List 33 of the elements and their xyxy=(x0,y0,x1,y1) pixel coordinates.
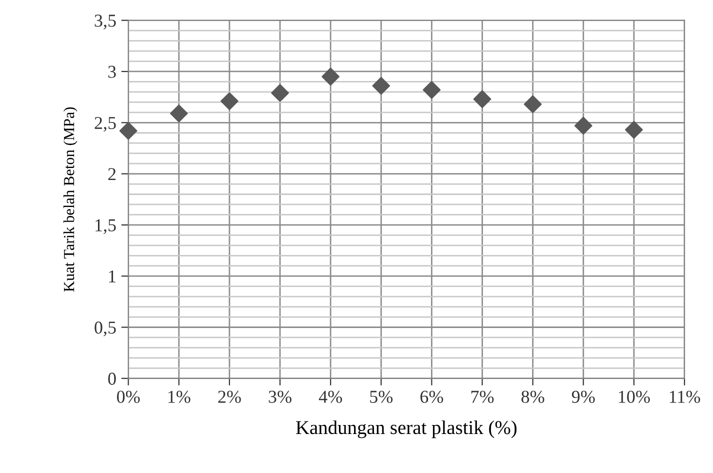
x-tick-label: 4% xyxy=(318,390,342,403)
point xyxy=(322,68,340,86)
x-tick-label: 8% xyxy=(521,390,544,403)
point xyxy=(372,76,390,95)
point xyxy=(119,122,138,140)
x-tick-label: 6% xyxy=(420,390,444,403)
y-axis-title: Kuat Tarik belah Beton (MPa) xyxy=(63,107,78,292)
point xyxy=(524,95,542,114)
x-axis-title: Kandungan serat plastik (%) xyxy=(296,420,517,438)
y-tick-label: 1,5 xyxy=(96,219,116,234)
y-tick-label: 1 xyxy=(109,270,116,282)
x-tick-label: 11% xyxy=(670,390,700,403)
y-tick-label: 2 xyxy=(108,168,116,180)
x-tick-label: 5% xyxy=(370,390,393,403)
x-tick-label: 7% xyxy=(471,390,494,403)
y-tick-label: 2,5 xyxy=(94,116,116,132)
x-tick-label: 10% xyxy=(618,390,650,403)
point xyxy=(220,92,238,110)
y-tick-label: 3,5 xyxy=(94,14,116,30)
point xyxy=(271,84,289,102)
x-tick-label: 0% xyxy=(116,390,140,403)
y-tick-label: 3 xyxy=(108,66,116,78)
point xyxy=(422,80,441,99)
y-tick-label: 0,5 xyxy=(94,322,116,336)
x-tick-label: 1% xyxy=(168,390,190,403)
point xyxy=(473,90,492,108)
point xyxy=(170,104,188,122)
x-tick-label: 2% xyxy=(218,390,241,403)
point xyxy=(574,116,592,135)
x-tick-label: 3% xyxy=(268,390,292,403)
x-tick-label: 9% xyxy=(572,390,595,403)
y-tick-label: 0 xyxy=(108,372,116,385)
point xyxy=(625,120,643,139)
